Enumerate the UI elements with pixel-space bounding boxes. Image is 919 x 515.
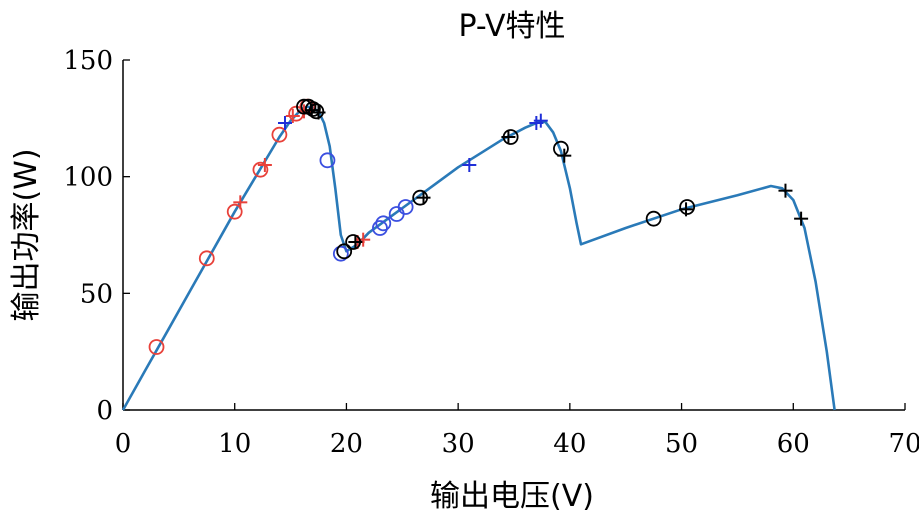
axes: [122, 59, 906, 411]
data-point-circle: [319, 152, 336, 169]
y-axis-title: 输出功率(W): [9, 148, 44, 321]
series-red-: [233, 104, 371, 249]
series-black-o: [296, 98, 696, 260]
data-point-plus: [533, 113, 548, 128]
curve-layer: [121, 105, 836, 411]
data-point-circle: [397, 199, 414, 215]
data-point-circle: [679, 199, 696, 215]
y-tick-label: 150: [63, 46, 113, 76]
data-point-plus: [501, 130, 516, 144]
data-point-circle: [388, 206, 405, 222]
data-point-circle: [645, 210, 662, 227]
data-point-plus: [304, 103, 319, 118]
data-point-circle: [252, 161, 269, 178]
chart-title: P-V特性: [458, 9, 565, 44]
series-red-o: [148, 98, 316, 355]
data-point-circle: [271, 126, 288, 143]
x-tick-label: 30: [442, 429, 475, 459]
data-point-plus: [311, 105, 326, 120]
data-point-circle: [332, 245, 349, 262]
data-point-circle: [308, 103, 325, 120]
x-tick-label: 70: [888, 429, 919, 459]
y-tick-label: 50: [80, 279, 113, 309]
x-tick-label: 50: [665, 429, 698, 459]
data-point-plus: [462, 158, 477, 172]
data-point-plus: [794, 211, 809, 226]
series-black-: [304, 103, 809, 249]
pv-curve-line: [121, 105, 836, 411]
data-point-plus: [257, 158, 272, 172]
data-point-plus: [348, 235, 363, 249]
x-tick-label: 0: [115, 429, 132, 459]
y-tick-label: 0: [96, 396, 113, 426]
x-tick-label: 20: [330, 429, 363, 459]
data-point-circle: [226, 203, 243, 220]
data-point-plus: [285, 109, 300, 123]
x-axis-title: 输出电压(V): [430, 479, 594, 514]
tick-label-layer: 0 10 20 30 40 50 60 70 0 50 100 150: [63, 46, 919, 459]
data-point-circle: [372, 220, 388, 236]
data-point-plus: [416, 190, 431, 205]
x-tick-label: 10: [218, 429, 251, 459]
data-point-plus: [356, 232, 371, 247]
data-point-plus: [679, 202, 694, 217]
data-point-plus: [233, 195, 248, 210]
x-tick-label: 60: [777, 429, 810, 459]
data-point-circle: [148, 339, 165, 355]
data-point-plus: [778, 183, 793, 198]
x-tick-label: 40: [553, 429, 586, 459]
y-tick-label: 100: [63, 163, 113, 193]
data-point-circle: [198, 250, 215, 267]
data-point-circle: [375, 215, 392, 232]
data-point-circle: [305, 101, 321, 117]
marker-layer: [148, 98, 809, 355]
data-point-plus: [277, 116, 292, 130]
data-point-plus: [557, 148, 572, 163]
series-blue-: [277, 113, 548, 172]
data-point-circle: [336, 243, 353, 260]
series-blue-o: [319, 152, 414, 262]
